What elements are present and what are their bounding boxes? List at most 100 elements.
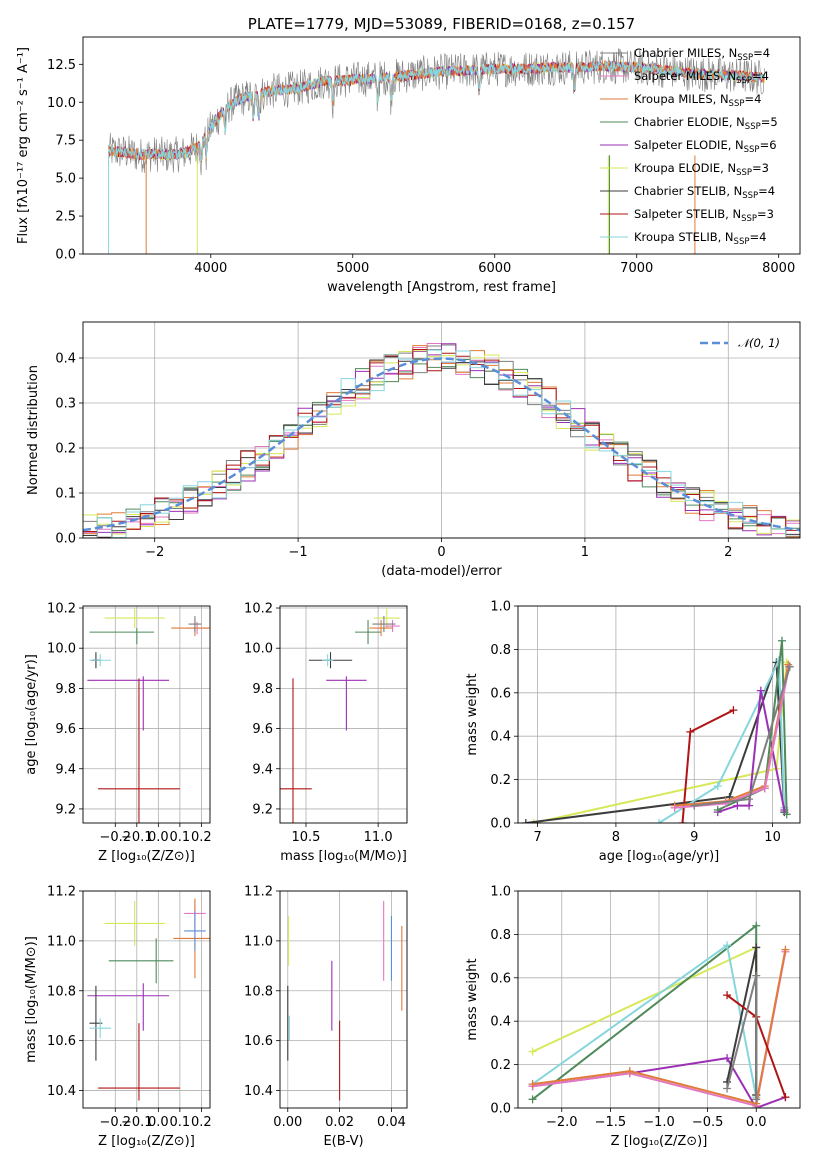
weight-marker <box>756 686 765 695</box>
y-tick-label: 1.0 <box>490 885 511 900</box>
x-axis-label: Z [log₁₀(Z/Z⊙)] <box>98 849 195 864</box>
x-tick-label: −0.1 <box>121 830 153 845</box>
spectrum-line <box>108 61 765 162</box>
x-tick-label: 8000 <box>762 261 795 276</box>
x-axis-label: E(B-V) <box>323 1134 363 1149</box>
weight-marker <box>752 943 761 952</box>
x-tick-label: 0.1 <box>170 1115 191 1130</box>
weight-marker <box>625 1067 634 1076</box>
y-tick-label: 12.5 <box>47 58 76 73</box>
error-bar-point <box>89 654 111 667</box>
weight-series <box>528 941 761 1108</box>
weight-marker <box>723 941 732 950</box>
x-tick-label: −2 <box>145 545 164 560</box>
x-tick-label: 0.0 <box>148 830 169 845</box>
y-tick-label: 10.4 <box>47 1084 76 1099</box>
y-tick-label: 10.6 <box>244 1034 273 1049</box>
y-tick-label: 0.0 <box>55 248 76 263</box>
y-tick-label: 10.2 <box>244 602 273 617</box>
error-bar-point <box>280 678 312 823</box>
error-bar-point <box>321 654 334 667</box>
y-tick-label: 10.8 <box>47 984 76 999</box>
weight-series <box>670 660 793 810</box>
x-tick-label: 0.04 <box>377 1115 406 1130</box>
y-tick-label: 10.0 <box>244 642 273 657</box>
x-tick-label: 7 <box>533 830 541 845</box>
weight-marker <box>782 810 791 819</box>
y-tick-label: 7.5 <box>55 134 76 149</box>
x-tick-label: 6000 <box>478 261 511 276</box>
x-tick-label: 0.00 <box>273 1115 302 1130</box>
weight-marker <box>781 1093 790 1102</box>
weight-series <box>690 662 794 810</box>
weight-vs-metallicity-panel: −2.0 −1.5 −1.0 −0.5 0.0 0.0 0.2 0.4 0.6 0.8 1.0 Z [… <box>465 885 801 1149</box>
y-tick-label: 10.0 <box>47 642 76 657</box>
age-vs-metallicity-panel: −0.2−0.10.0 0.1 0.2 9.2 9.4 9.6 9.8 10.0 10.2 Z [… <box>24 602 212 864</box>
y-tick-label: 9.8 <box>55 682 76 697</box>
x-tick-label: 10 <box>764 830 781 845</box>
x-tick-label: −1 <box>289 545 308 560</box>
weight-marker <box>745 795 754 804</box>
y-tick-label: 9.4 <box>252 762 273 777</box>
axes-frame <box>279 890 408 1109</box>
y-tick-label: 0.3 <box>55 397 76 412</box>
weight-marker <box>529 819 538 823</box>
weight-series <box>528 945 790 1108</box>
x-tick-label: 0.2 <box>191 1115 212 1130</box>
x-tick-label: −2.0 <box>546 1115 578 1130</box>
y-tick-label: 0.2 <box>490 773 511 788</box>
y-axis-label: age [log₁₀(age/yr)] <box>24 654 39 775</box>
y-tick-label: 10.2 <box>47 602 76 617</box>
legend-label: Kroupa STELIB, NSSP=4 <box>634 230 766 247</box>
weight-marker <box>655 819 663 823</box>
y-tick-label: 0.2 <box>490 1058 511 1073</box>
x-tick-label: −1.5 <box>595 1115 627 1130</box>
residuals-panel: −2 −1 0 1 2 0.0 0.1 0.2 0.3 0.4 (data-model)/error… <box>26 321 801 579</box>
weight-marker <box>781 945 790 954</box>
legend: Chabrier MILES, NSSP=4 Salpeter MILES, NS… <box>600 46 778 247</box>
weight-series <box>521 658 789 823</box>
y-tick-label: 9.2 <box>55 802 76 817</box>
axes-frame <box>82 605 211 824</box>
y-tick-label: 2.5 <box>55 210 76 225</box>
weight-marker <box>733 801 742 810</box>
weight-marker <box>678 819 687 823</box>
weight-marker <box>670 803 679 812</box>
histogram-series <box>83 349 800 538</box>
error-bar-point <box>373 608 400 629</box>
y-tick-label: 5.0 <box>55 172 76 187</box>
weight-series <box>529 658 791 823</box>
weight-marker <box>777 636 786 645</box>
normal-curve <box>83 357 800 532</box>
weight-marker <box>752 971 761 980</box>
y-tick-label: 0.4 <box>490 730 511 745</box>
x-tick-label: 0.0 <box>148 1115 169 1130</box>
x-axis-label: mass [log₁₀(M/M⊙)] <box>280 849 407 864</box>
x-axis-label: Z [log₁₀(Z/Z⊙)] <box>611 1134 708 1149</box>
x-axis-label: wavelength [Angstrom, rest frame] <box>327 280 556 295</box>
error-bar-point <box>369 620 393 637</box>
age-vs-mass-panel: 10.5 11.0 9.2 9.4 9.6 9.8 10.0 10.2 mass [log₁₀(… <box>244 602 408 864</box>
axes-frame <box>279 605 408 824</box>
y-tick-label: 11.2 <box>47 885 76 900</box>
weight-marker <box>729 706 738 715</box>
error-bar-point <box>326 676 367 731</box>
axes-frame <box>517 890 801 1109</box>
y-tick-label: 10.4 <box>244 1084 273 1099</box>
legend-label: Kroupa ELODIE, NSSP=3 <box>634 161 769 178</box>
axes-frame <box>517 605 801 824</box>
y-axis-label: mass weight <box>465 673 480 755</box>
chart-title: PLATE=1779, MJD=53089, FIBERID=0168, z=0… <box>248 15 635 33</box>
error-bar-point <box>108 938 174 984</box>
error-bar-point <box>372 616 396 633</box>
x-tick-label: −0.2 <box>99 1115 131 1130</box>
weight-marker <box>686 727 695 736</box>
y-axis-label: mass [log₁₀(M/M⊙)] <box>24 936 39 1063</box>
y-tick-label: 9.6 <box>55 722 76 737</box>
y-tick-label: 0.8 <box>490 928 511 943</box>
x-tick-label: 0.1 <box>170 830 191 845</box>
y-tick-label: 0.2 <box>55 442 76 457</box>
legend-label: 𝒩(0, 1) <box>738 336 780 350</box>
x-tick-label: −1.0 <box>643 1115 675 1130</box>
